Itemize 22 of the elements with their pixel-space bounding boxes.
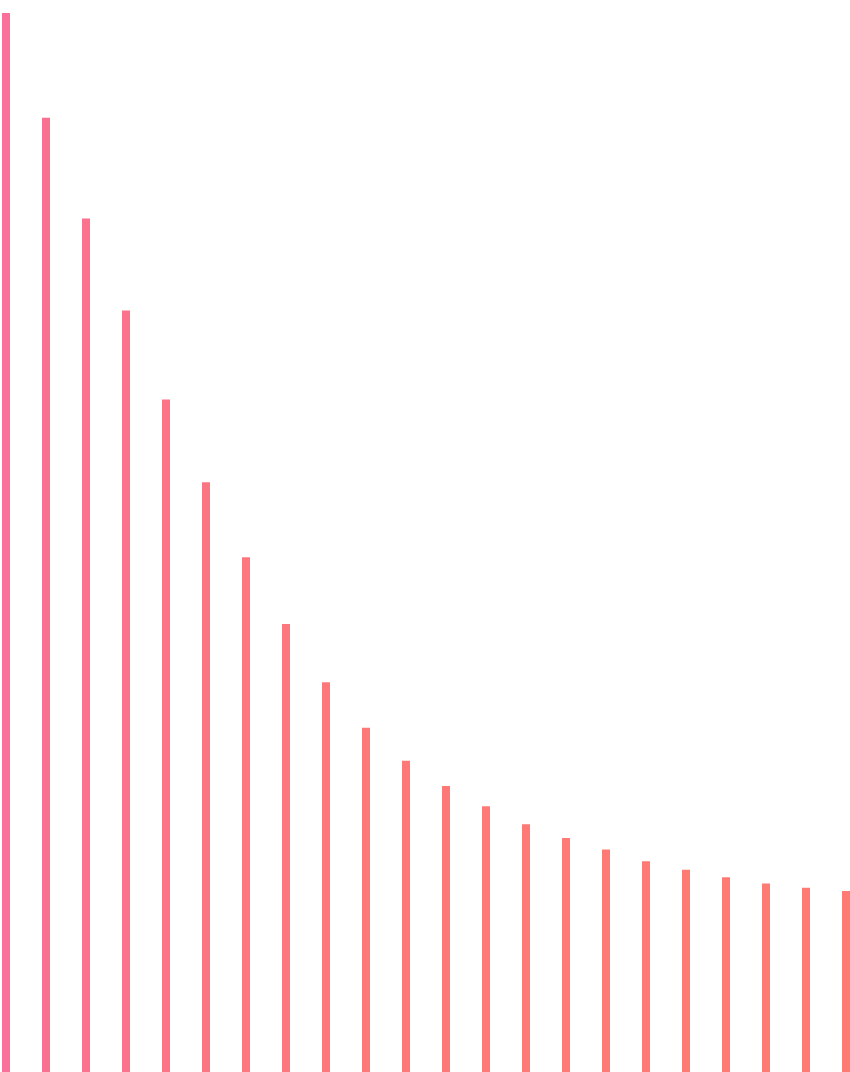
bar (722, 877, 730, 1072)
bar (482, 806, 490, 1072)
bar (322, 682, 330, 1072)
bar (362, 727, 370, 1072)
bar (282, 624, 290, 1072)
bar (2, 13, 10, 1072)
bar (442, 786, 450, 1072)
bar (42, 117, 50, 1072)
bar (562, 837, 570, 1072)
bar (82, 218, 90, 1072)
bar (122, 310, 130, 1072)
bar (802, 887, 810, 1072)
bar (762, 883, 770, 1072)
bar (642, 861, 650, 1072)
bar (242, 557, 250, 1072)
bar (402, 760, 410, 1072)
bar (602, 849, 610, 1072)
bar (522, 824, 530, 1072)
bar (162, 399, 170, 1072)
bar (202, 482, 210, 1072)
bar (842, 890, 850, 1072)
bar (682, 869, 690, 1072)
